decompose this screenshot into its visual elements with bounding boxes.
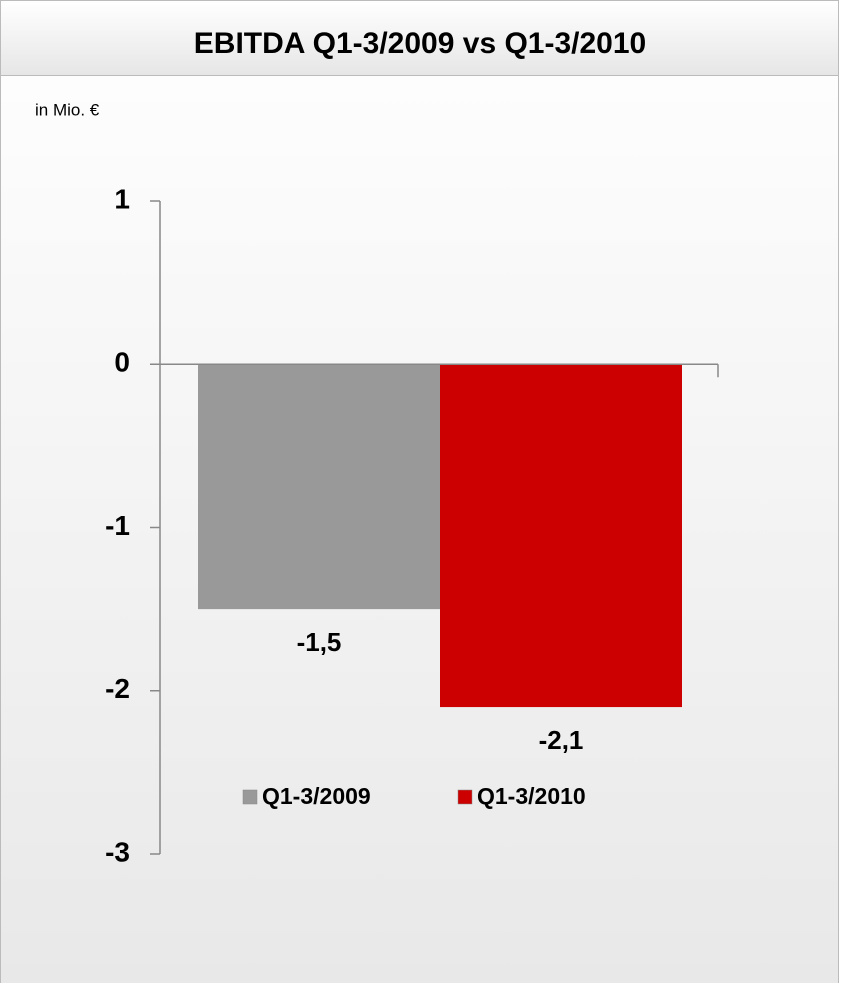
y-tick-label: 0 — [114, 347, 130, 378]
legend-label: Q1-3/2010 — [477, 783, 586, 809]
value-label: -2,1 — [539, 725, 584, 755]
legend-label: Q1-3/2009 — [262, 783, 371, 809]
bar — [198, 364, 440, 610]
y-tick-label: -1 — [105, 510, 130, 541]
y-tick-label: -2 — [105, 673, 130, 704]
header — [0, 0, 839, 76]
legend-swatch — [242, 789, 258, 805]
y-tick-label: -3 — [105, 836, 130, 867]
bar — [440, 364, 682, 708]
chart-title: EBITDA Q1-3/2009 vs Q1-3/2010 — [194, 27, 646, 60]
unit-label: in Mio. € — [35, 100, 100, 119]
legend-swatch — [457, 789, 473, 805]
y-tick-label: 1 — [114, 183, 130, 214]
value-label: -1,5 — [297, 627, 342, 657]
